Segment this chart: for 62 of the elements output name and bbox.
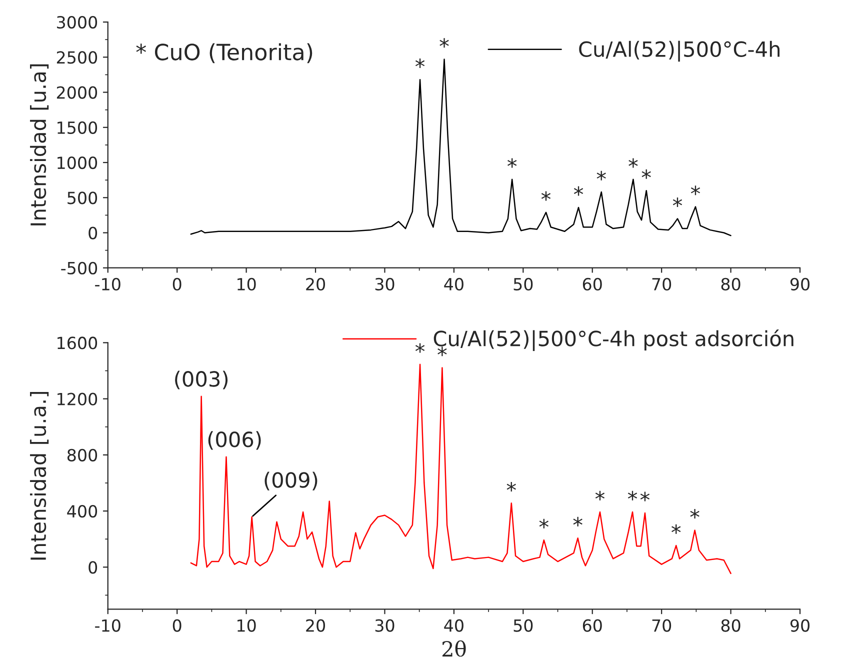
annotation: (003) xyxy=(175,370,228,390)
x-tick-label: 40 xyxy=(444,278,464,290)
annotation: * xyxy=(640,492,650,502)
x-tick-label: -10 xyxy=(95,619,120,632)
x-tick-label: 10 xyxy=(238,278,256,290)
annotation: * xyxy=(672,524,681,534)
x-tick-label: 70 xyxy=(652,278,672,290)
x-tick-label: 0 xyxy=(172,619,182,632)
annotation: * xyxy=(574,186,584,196)
annotation: * xyxy=(507,158,517,168)
annotation: (009) xyxy=(264,472,318,490)
x-tick-label: 10 xyxy=(238,619,256,632)
annotation: * xyxy=(628,490,638,500)
annotation: * xyxy=(506,482,516,492)
y-tick-label: 1600 xyxy=(58,336,98,350)
x-tick-label: 80 xyxy=(721,619,740,632)
annotation: * CuO (Tenorita) xyxy=(136,43,312,64)
x-tick-label: -10 xyxy=(95,278,120,290)
x-tick-label: 60 xyxy=(582,619,602,632)
y-tick-label: -500 xyxy=(61,262,98,274)
annotation: * xyxy=(539,518,548,528)
x-tick-label: 30 xyxy=(375,278,394,290)
x-tick-label: 0 xyxy=(172,278,182,290)
y-tick-label: 500 xyxy=(68,192,98,204)
annotation: * xyxy=(595,490,605,500)
x-tick-label: 50 xyxy=(514,619,533,632)
annotation: * xyxy=(690,186,700,196)
annotation: * xyxy=(596,170,606,180)
annotation: * xyxy=(541,191,551,201)
x-axis-title: 2θ xyxy=(442,640,466,657)
y-tick-label: 1500 xyxy=(58,121,98,134)
y-tick-label: 1200 xyxy=(58,392,98,406)
y-tick-label: 800 xyxy=(67,448,98,462)
y-tick-label: 400 xyxy=(67,504,98,518)
x-tick-label: 80 xyxy=(721,278,740,290)
y-tick-label: 0 xyxy=(88,561,98,574)
annotation: * xyxy=(672,198,682,208)
x-tick-label: 20 xyxy=(306,278,326,290)
x-tick-label: 30 xyxy=(375,619,394,632)
x-tick-label: 60 xyxy=(582,278,602,290)
annotation: * xyxy=(415,343,425,353)
y-tick-label: 2000 xyxy=(56,86,98,99)
y-tick-label: 3000 xyxy=(57,16,98,29)
y-tick-label: 2500 xyxy=(56,51,98,64)
x-tick-label: 50 xyxy=(514,278,533,290)
y-axis-title: Intensidad [u.a.] xyxy=(30,392,49,560)
annotation: * xyxy=(440,38,449,48)
y-tick-label: 0 xyxy=(88,226,98,240)
y-tick-label: 1000 xyxy=(58,156,98,170)
y-axis-title: Intensidad [u.a] xyxy=(30,64,49,226)
x-tick-label: 40 xyxy=(444,619,464,632)
x-tick-label: 90 xyxy=(790,619,810,632)
annotation: * xyxy=(628,158,638,168)
x-tick-label: 20 xyxy=(306,619,326,632)
annotation: * xyxy=(642,169,651,179)
annotation: * xyxy=(573,516,582,526)
annotation: * xyxy=(690,509,700,519)
x-tick-label: 90 xyxy=(790,278,810,290)
annotation: * xyxy=(415,58,425,68)
annotation: (006) xyxy=(208,431,261,450)
legend-label: Cu/Al(52)|500°C-4h xyxy=(579,40,780,62)
x-tick-label: 70 xyxy=(652,619,672,632)
